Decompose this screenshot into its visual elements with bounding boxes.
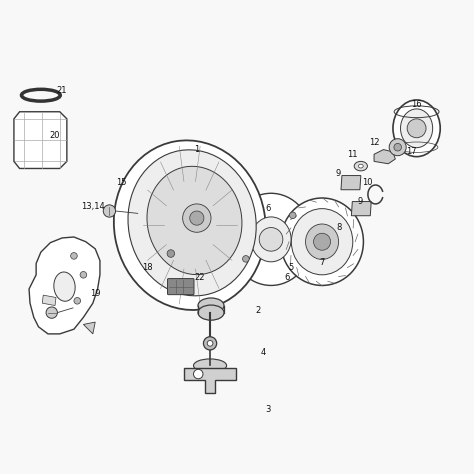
Circle shape xyxy=(243,255,249,262)
Text: 17: 17 xyxy=(407,147,417,156)
Text: 22: 22 xyxy=(194,273,204,282)
Circle shape xyxy=(259,228,283,251)
Circle shape xyxy=(80,272,87,278)
Text: 1: 1 xyxy=(194,145,200,154)
Ellipse shape xyxy=(114,140,265,310)
Text: 3: 3 xyxy=(265,405,270,414)
Text: 4: 4 xyxy=(260,348,265,357)
Circle shape xyxy=(74,298,81,304)
Polygon shape xyxy=(14,112,67,168)
Circle shape xyxy=(103,205,116,217)
Circle shape xyxy=(182,204,211,232)
Text: 15: 15 xyxy=(116,178,127,187)
Ellipse shape xyxy=(306,224,338,259)
Polygon shape xyxy=(341,175,361,190)
Text: 7: 7 xyxy=(319,258,325,267)
Ellipse shape xyxy=(193,359,227,372)
Circle shape xyxy=(394,144,401,151)
FancyBboxPatch shape xyxy=(167,279,194,295)
Circle shape xyxy=(193,369,203,379)
Text: 13,14: 13,14 xyxy=(81,202,105,211)
Text: 5: 5 xyxy=(289,263,294,272)
Ellipse shape xyxy=(292,209,353,275)
Text: 9: 9 xyxy=(336,169,341,178)
Circle shape xyxy=(167,250,174,257)
Polygon shape xyxy=(29,237,100,334)
Polygon shape xyxy=(351,201,371,216)
Text: 6: 6 xyxy=(284,273,289,282)
Ellipse shape xyxy=(128,150,256,296)
Text: 10: 10 xyxy=(362,178,372,187)
Ellipse shape xyxy=(54,272,75,301)
Circle shape xyxy=(203,337,217,350)
Ellipse shape xyxy=(393,100,440,156)
Circle shape xyxy=(207,340,213,346)
Polygon shape xyxy=(83,322,95,334)
Ellipse shape xyxy=(251,217,291,262)
Ellipse shape xyxy=(401,109,433,148)
Text: 18: 18 xyxy=(142,263,153,272)
Ellipse shape xyxy=(358,164,363,168)
Text: 6: 6 xyxy=(265,204,270,213)
Circle shape xyxy=(407,119,426,138)
Text: 2: 2 xyxy=(255,306,261,315)
Text: 21: 21 xyxy=(57,86,67,95)
Ellipse shape xyxy=(230,193,312,285)
Circle shape xyxy=(190,211,204,225)
Ellipse shape xyxy=(281,198,364,285)
Polygon shape xyxy=(184,368,236,393)
Text: 16: 16 xyxy=(411,100,422,109)
Ellipse shape xyxy=(198,298,224,313)
Ellipse shape xyxy=(198,305,224,320)
Polygon shape xyxy=(374,150,395,164)
Ellipse shape xyxy=(354,161,367,171)
Text: 8: 8 xyxy=(336,223,341,232)
Polygon shape xyxy=(42,295,56,306)
Circle shape xyxy=(314,233,330,250)
Text: 9: 9 xyxy=(357,197,363,206)
Circle shape xyxy=(46,307,57,318)
Circle shape xyxy=(389,139,406,156)
Text: 20: 20 xyxy=(50,131,60,140)
Ellipse shape xyxy=(147,166,242,274)
Circle shape xyxy=(290,212,296,219)
Text: 11: 11 xyxy=(347,150,358,159)
Circle shape xyxy=(71,253,77,259)
Text: 12: 12 xyxy=(369,138,379,147)
Text: 19: 19 xyxy=(90,289,100,298)
